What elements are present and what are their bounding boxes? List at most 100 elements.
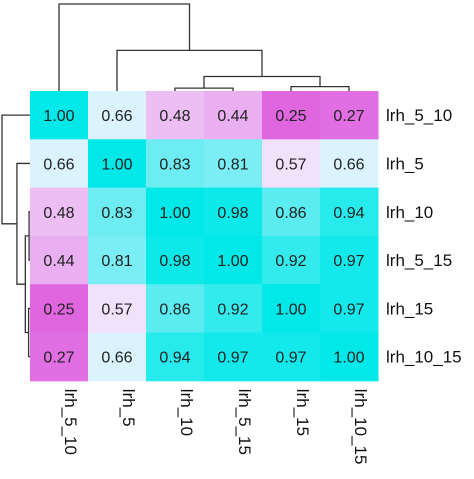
heatmap-cell-2-1 bbox=[88, 187, 147, 237]
left-dendrogram-link-1 bbox=[27, 307, 30, 358]
cell-value-0-0: 1.00 bbox=[43, 108, 74, 125]
cell-value-0-5: 0.27 bbox=[333, 108, 364, 125]
left-dendrogram-link-0 bbox=[28, 211, 30, 261]
cell-value-2-4: 0.86 bbox=[275, 205, 306, 222]
cell-value-2-5: 0.94 bbox=[333, 205, 364, 222]
cell-value-0-2: 0.48 bbox=[159, 108, 190, 125]
cell-value-3-4: 0.92 bbox=[275, 253, 306, 270]
heatmap-cell-0-2 bbox=[146, 91, 205, 140]
heatmap-cell-5-1 bbox=[88, 332, 147, 382]
cell-value-5-5: 1.00 bbox=[333, 350, 364, 367]
heatmap-cell-labels: 1.00 0.66 0.48 0.44 0.25 0.27 0.66 1.00 0.83 0.81… bbox=[43, 108, 364, 367]
heatmap-cell-3-3 bbox=[204, 235, 263, 285]
heatmap-cell-2-4 bbox=[262, 187, 321, 237]
cell-value-3-1: 0.81 bbox=[101, 253, 132, 270]
heatmap-cell-2-0 bbox=[30, 187, 89, 237]
top-dendrogram-link-4 bbox=[58, 3, 191, 91]
top-dendrogram-link-0 bbox=[174, 87, 234, 91]
cell-value-1-5: 0.66 bbox=[333, 156, 364, 173]
cell-value-5-1: 0.66 bbox=[101, 350, 132, 367]
row-label-lrh_5: lrh_5 bbox=[386, 154, 424, 173]
cell-value-3-0: 0.44 bbox=[43, 253, 74, 270]
row-labels: lrh_5_10 lrh_5 lrh_10 lrh_5_15 lrh_15 lrh_10_… bbox=[386, 106, 462, 367]
col-label-lrh_5: lrh_5 bbox=[119, 389, 138, 427]
heatmap-cell-3-1 bbox=[88, 235, 147, 285]
heatmap-cell-3-0 bbox=[30, 235, 89, 285]
cell-value-2-0: 0.48 bbox=[43, 205, 74, 222]
heatmap-cell-5-4 bbox=[262, 332, 321, 382]
heatmap-cell-1-2 bbox=[146, 139, 205, 189]
heatmap-cell-1-5 bbox=[320, 139, 379, 189]
heatmap-cell-5-0 bbox=[30, 332, 89, 382]
cell-value-5-4: 0.97 bbox=[275, 350, 306, 367]
row-label-lrh_5_10: lrh_5_10 bbox=[386, 106, 452, 125]
cell-value-4-2: 0.86 bbox=[159, 301, 190, 318]
cell-value-0-3: 0.44 bbox=[217, 108, 248, 125]
cell-value-4-5: 0.97 bbox=[333, 301, 364, 318]
heatmap-cell-5-5 bbox=[320, 332, 379, 382]
heatmap-cell-3-2 bbox=[146, 235, 205, 285]
row-label-lrh_10_15: lrh_10_15 bbox=[386, 348, 462, 367]
heatmap-cell-3-4 bbox=[262, 235, 321, 285]
row-label-lrh_15: lrh_15 bbox=[386, 299, 433, 318]
column-labels: lrh_5_10 lrh_5 lrh_10 lrh_5_15 lrh_15 lrh_10_… bbox=[61, 389, 370, 465]
cell-value-2-3: 0.98 bbox=[217, 205, 248, 222]
heatmap-cell-5-2 bbox=[146, 332, 205, 382]
row-label-lrh_5_15: lrh_5_15 bbox=[386, 251, 452, 270]
heatmap-cell-0-1 bbox=[88, 91, 147, 140]
cell-value-0-4: 0.25 bbox=[275, 108, 306, 125]
row-label-lrh_10: lrh_10 bbox=[386, 203, 433, 222]
left-dendrogram bbox=[1, 114, 30, 358]
heatmap-cell-4-3 bbox=[204, 284, 263, 333]
heatmap-cell-4-1 bbox=[88, 284, 147, 333]
heatmap-cell-2-5 bbox=[320, 187, 379, 237]
cell-value-2-1: 0.83 bbox=[101, 205, 132, 222]
cell-value-3-3: 1.00 bbox=[217, 253, 248, 270]
top-dendrogram-link-3 bbox=[116, 49, 263, 91]
heatmap-cell-1-1 bbox=[88, 139, 147, 189]
cell-value-2-2: 1.00 bbox=[159, 205, 190, 222]
col-label-lrh_5_10: lrh_5_10 bbox=[61, 389, 80, 455]
heatmap-cell-4-0 bbox=[30, 284, 89, 333]
cell-value-5-0: 0.27 bbox=[43, 350, 74, 367]
cell-value-1-2: 0.83 bbox=[159, 156, 190, 173]
heatmap-cells bbox=[30, 91, 379, 382]
heatmap-cell-0-5 bbox=[320, 91, 379, 140]
cell-value-3-2: 0.98 bbox=[159, 253, 190, 270]
cell-value-4-4: 1.00 bbox=[275, 301, 306, 318]
cell-value-3-5: 0.97 bbox=[333, 253, 364, 270]
cell-value-4-3: 0.92 bbox=[217, 301, 248, 318]
heatmap-cell-5-3 bbox=[204, 332, 263, 382]
col-label-lrh_15: lrh_15 bbox=[293, 389, 312, 436]
heatmap-cell-1-3 bbox=[204, 139, 263, 189]
cell-value-4-1: 0.57 bbox=[101, 301, 132, 318]
heatmap-cell-3-5 bbox=[320, 235, 379, 285]
top-dendrogram bbox=[58, 3, 350, 91]
cell-value-4-0: 0.25 bbox=[43, 301, 74, 318]
top-dendrogram-link-1 bbox=[290, 86, 350, 91]
col-label-lrh_10_15: lrh_10_15 bbox=[351, 389, 370, 465]
heatmap-cell-1-4 bbox=[262, 139, 321, 189]
heatmap-cell-4-5 bbox=[320, 284, 379, 333]
heatmap-cell-2-3 bbox=[204, 187, 263, 237]
heatmap-cell-0-0 bbox=[30, 91, 89, 140]
heatmap-cell-4-2 bbox=[146, 284, 205, 333]
cell-value-1-3: 0.81 bbox=[217, 156, 248, 173]
cell-value-5-2: 0.94 bbox=[159, 350, 190, 367]
cell-value-1-4: 0.57 bbox=[275, 156, 306, 173]
cell-value-1-1: 1.00 bbox=[101, 156, 132, 173]
heatmap-cell-1-0 bbox=[30, 139, 89, 189]
col-label-lrh_5_15: lrh_5_15 bbox=[235, 389, 254, 455]
cell-value-1-0: 0.66 bbox=[43, 156, 74, 173]
heatmap-cell-0-3 bbox=[204, 91, 263, 140]
heatmap-cell-2-2 bbox=[146, 187, 205, 237]
cell-value-0-1: 0.66 bbox=[101, 108, 132, 125]
left-dendrogram-link-4 bbox=[1, 114, 30, 225]
cell-value-5-3: 0.97 bbox=[217, 350, 248, 367]
heatmap-cell-0-4 bbox=[262, 91, 321, 140]
left-dendrogram-link-3 bbox=[16, 162, 30, 285]
heatmap-cell-4-4 bbox=[262, 284, 321, 333]
col-label-lrh_10: lrh_10 bbox=[177, 389, 196, 436]
